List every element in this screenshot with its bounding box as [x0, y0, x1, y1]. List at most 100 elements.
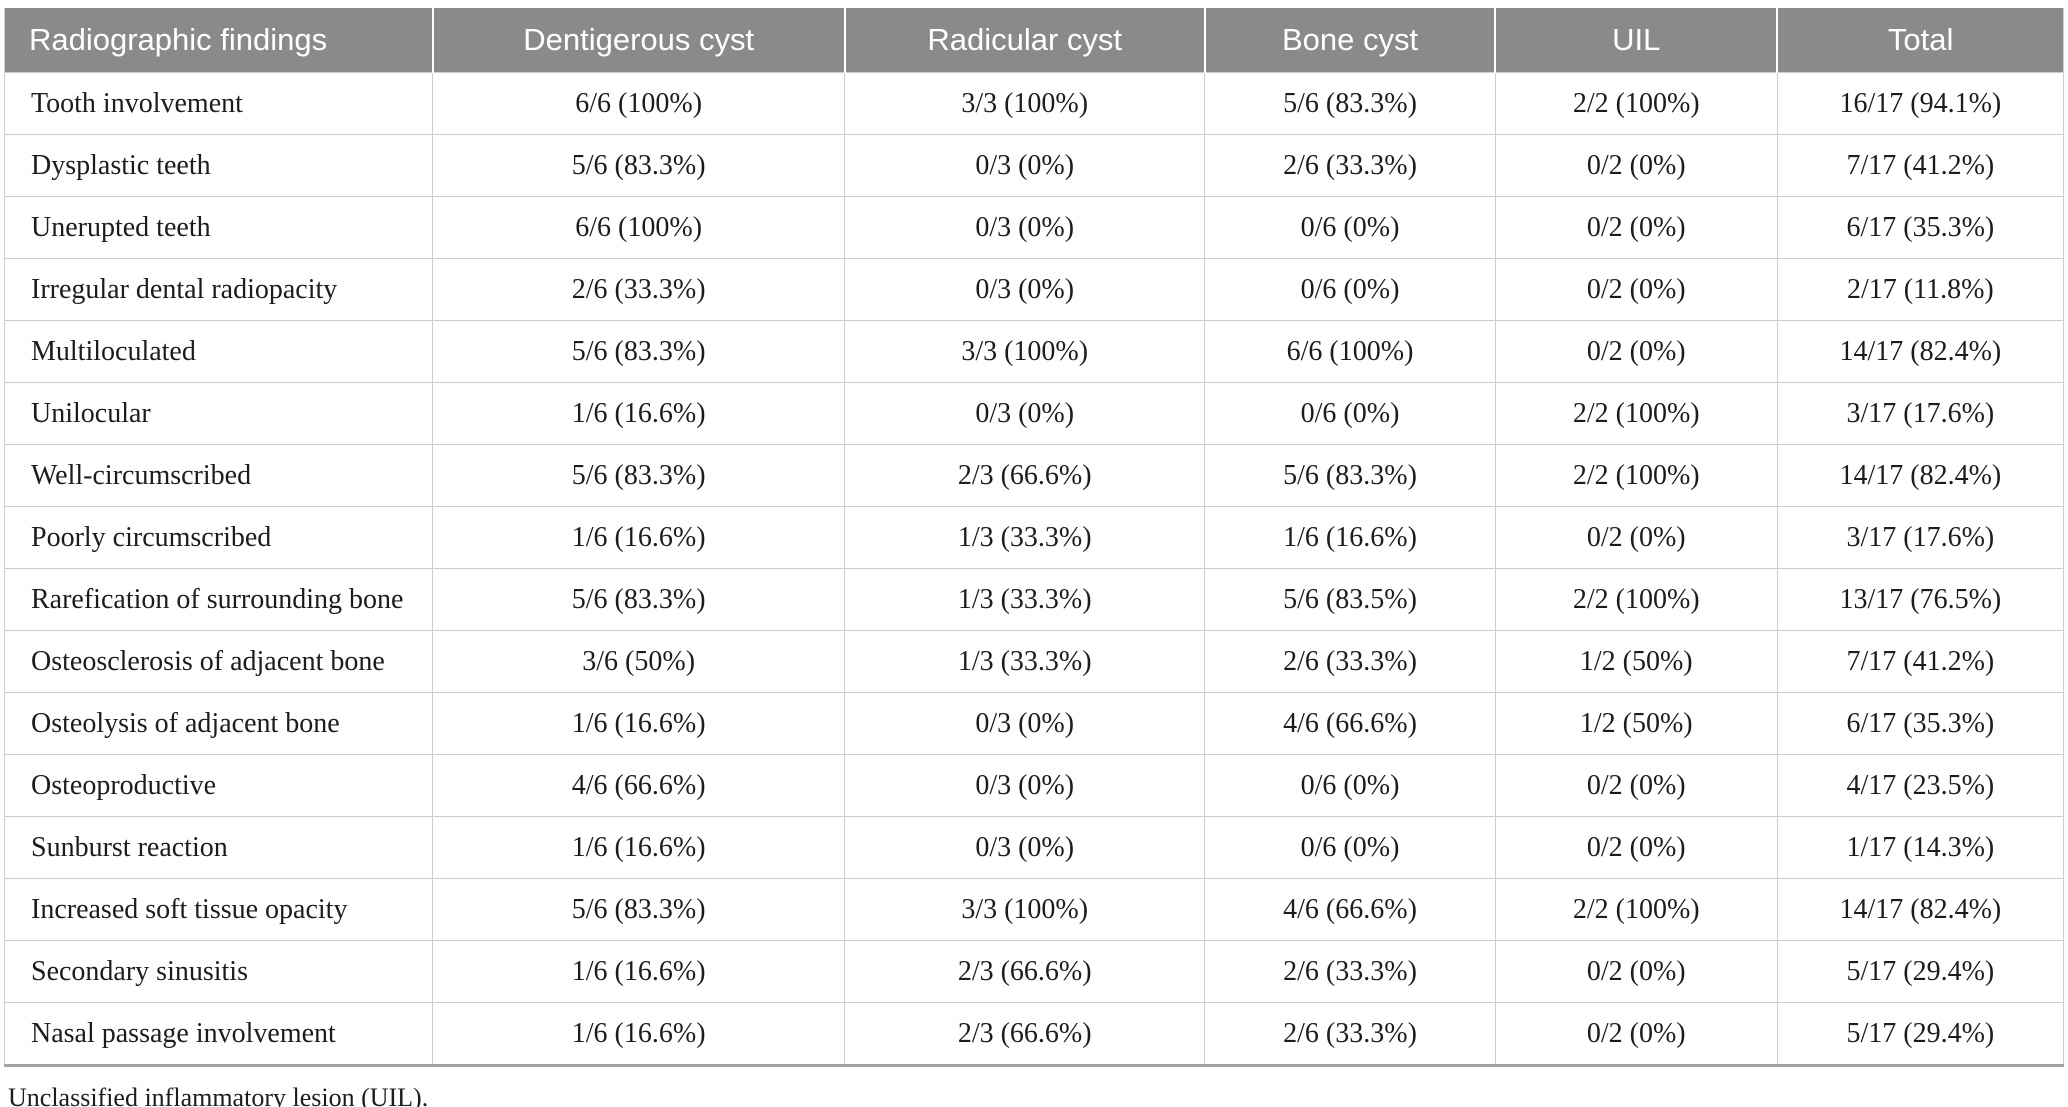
row-value: 2/6 (33.3%) [432, 258, 846, 321]
row-value: 0/3 (0%) [844, 382, 1206, 445]
table-row: Nasal passage involvement 1/6 (16.6%) 2/… [3, 1002, 2065, 1066]
row-value: 4/6 (66.6%) [1204, 878, 1496, 941]
table-row: Well-circumscribed 5/6 (83.3%) 2/3 (66.6… [3, 444, 2065, 507]
row-value: 0/2 (0%) [1494, 506, 1778, 569]
column-header-dentigerous-cyst: Dentigerous cyst [431, 8, 845, 73]
row-value: 5/17 (29.4%) [1776, 940, 2065, 1003]
row-value: 1/17 (14.3%) [1776, 816, 2065, 879]
row-value: 1/6 (16.6%) [432, 816, 846, 879]
row-value: 2/2 (100%) [1494, 568, 1778, 631]
row-label: Poorly circumscribed [3, 506, 434, 569]
row-value: 4/6 (66.6%) [1204, 692, 1496, 755]
column-header-bone-cyst: Bone cyst [1203, 8, 1496, 73]
page: Radiographic findings Dentigerous cyst R… [3, 8, 2065, 1107]
row-label: Secondary sinusitis [3, 940, 434, 1003]
row-value: 3/17 (17.6%) [1776, 382, 2065, 445]
table-row: Unerupted teeth 6/6 (100%) 0/3 (0%) 0/6 … [3, 196, 2065, 259]
table-row: Rarefication of surrounding bone 5/6 (83… [3, 568, 2065, 631]
row-value: 6/6 (100%) [432, 72, 846, 135]
row-value: 1/2 (50%) [1494, 692, 1778, 755]
row-value: 2/6 (33.3%) [1204, 630, 1496, 693]
row-label: Tooth involvement [3, 72, 434, 135]
row-value: 3/3 (100%) [844, 72, 1206, 135]
table-row: Osteoproductive 4/6 (66.6%) 0/3 (0%) 0/6… [3, 754, 2065, 817]
row-value: 2/3 (66.6%) [844, 444, 1206, 507]
row-value: 5/6 (83.3%) [432, 444, 846, 507]
row-value: 1/3 (33.3%) [844, 630, 1206, 693]
table-row: Multiloculated 5/6 (83.3%) 3/3 (100%) 6/… [3, 320, 2065, 383]
row-value: 5/6 (83.3%) [432, 878, 846, 941]
row-value: 1/6 (16.6%) [432, 692, 846, 755]
row-label: Irregular dental radiopacity [3, 258, 434, 321]
row-value: 2/3 (66.6%) [844, 940, 1206, 1003]
row-value: 0/3 (0%) [844, 134, 1206, 197]
row-value: 0/3 (0%) [844, 692, 1206, 755]
row-value: 2/2 (100%) [1494, 382, 1778, 445]
row-value: 0/3 (0%) [844, 754, 1206, 817]
table-row: Osteosclerosis of adjacent bone 3/6 (50%… [3, 630, 2065, 693]
row-value: 1/6 (16.6%) [432, 382, 846, 445]
table-row: Sunburst reaction 1/6 (16.6%) 0/3 (0%) 0… [3, 816, 2065, 879]
row-value: 4/17 (23.5%) [1776, 754, 2065, 817]
row-value: 1/6 (16.6%) [432, 506, 846, 569]
row-value: 0/2 (0%) [1494, 196, 1778, 259]
row-value: 2/6 (33.3%) [1204, 134, 1496, 197]
row-value: 0/6 (0%) [1204, 196, 1496, 259]
table-row: Dysplastic teeth 5/6 (83.3%) 0/3 (0%) 2/… [3, 134, 2065, 197]
row-value: 1/6 (16.6%) [432, 1002, 846, 1066]
row-value: 0/6 (0%) [1204, 382, 1496, 445]
row-value: 2/6 (33.3%) [1204, 940, 1496, 1003]
row-label: Well-circumscribed [3, 444, 434, 507]
row-value: 3/6 (50%) [432, 630, 846, 693]
row-value: 1/6 (16.6%) [1204, 506, 1496, 569]
row-value: 5/6 (83.3%) [1204, 72, 1496, 135]
row-value: 2/6 (33.3%) [1204, 1002, 1496, 1066]
table-row: Unilocular 1/6 (16.6%) 0/3 (0%) 0/6 (0%)… [3, 382, 2065, 445]
row-value: 3/3 (100%) [844, 878, 1206, 941]
row-value: 0/6 (0%) [1204, 754, 1496, 817]
row-label: Sunburst reaction [3, 816, 434, 879]
row-value: 0/3 (0%) [844, 258, 1206, 321]
row-value: 5/6 (83.3%) [432, 568, 846, 631]
row-value: 3/17 (17.6%) [1776, 506, 2065, 569]
row-value: 6/17 (35.3%) [1776, 692, 2065, 755]
row-value: 5/6 (83.3%) [1204, 444, 1496, 507]
column-header-radiographic-findings: Radiographic findings [4, 8, 433, 73]
row-value: 1/6 (16.6%) [432, 940, 846, 1003]
row-label: Rarefication of surrounding bone [3, 568, 434, 631]
row-value: 0/2 (0%) [1494, 816, 1778, 879]
row-value: 0/2 (0%) [1494, 1002, 1778, 1066]
row-value: 14/17 (82.4%) [1776, 320, 2065, 383]
table-row: Irregular dental radiopacity 2/6 (33.3%)… [3, 258, 2065, 321]
column-header-radicular-cyst: Radicular cyst [843, 8, 1205, 73]
row-value: 14/17 (82.4%) [1776, 878, 2065, 941]
row-value: 4/6 (66.6%) [432, 754, 846, 817]
row-value: 3/3 (100%) [844, 320, 1206, 383]
row-value: 0/2 (0%) [1494, 320, 1778, 383]
row-label: Dysplastic teeth [3, 134, 434, 197]
table-header: Radiographic findings Dentigerous cyst R… [4, 8, 2064, 73]
column-header-total: Total [1776, 8, 2064, 73]
row-value: 5/17 (29.4%) [1776, 1002, 2065, 1066]
row-value: 6/6 (100%) [1204, 320, 1496, 383]
row-label: Osteoproductive [3, 754, 434, 817]
table-row: Increased soft tissue opacity 5/6 (83.3%… [3, 878, 2065, 941]
row-value: 0/6 (0%) [1204, 816, 1496, 879]
table-row: Secondary sinusitis 1/6 (16.6%) 2/3 (66.… [3, 940, 2065, 1003]
row-value: 0/2 (0%) [1494, 134, 1778, 197]
row-value: 6/6 (100%) [432, 196, 846, 259]
row-label: Osteolysis of adjacent bone [3, 692, 434, 755]
row-value: 0/3 (0%) [844, 816, 1206, 879]
row-value: 0/3 (0%) [844, 196, 1206, 259]
radiographic-findings-table: Radiographic findings Dentigerous cyst R… [3, 8, 2065, 1067]
row-value: 1/3 (33.3%) [844, 568, 1206, 631]
row-value: 6/17 (35.3%) [1776, 196, 2065, 259]
column-header-uil: UIL [1494, 8, 1778, 73]
row-value: 1/2 (50%) [1494, 630, 1778, 693]
row-value: 13/17 (76.5%) [1776, 568, 2065, 631]
table-footnote: Unclassified inflammatory lesion (UIL). [8, 1083, 429, 1107]
row-label: Nasal passage involvement [3, 1002, 434, 1066]
row-label: Unilocular [3, 382, 434, 445]
row-value: 14/17 (82.4%) [1776, 444, 2065, 507]
row-label: Osteosclerosis of adjacent bone [3, 630, 434, 693]
